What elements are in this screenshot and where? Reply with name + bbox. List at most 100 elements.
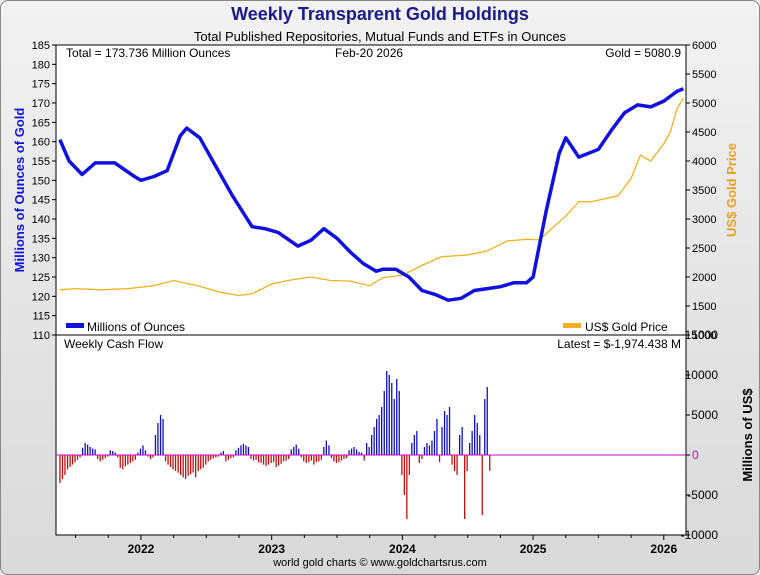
date-label: Feb-20 2026	[335, 46, 403, 60]
cash-flow-bar	[273, 455, 275, 463]
cash-flow-bar	[471, 431, 473, 455]
footer-credit: world gold charts © www.goldchartsrus.co…	[273, 557, 487, 569]
cash-flow-bar	[411, 443, 413, 455]
cash-flow-bar	[398, 391, 400, 455]
cash-flow-bar	[237, 447, 240, 455]
cash-flow-bar	[207, 455, 209, 462]
series-line-ounces	[58, 87, 685, 302]
cash-flow-bar	[227, 455, 229, 460]
cash-flow-bar	[466, 455, 468, 471]
cash-flow-bar	[285, 455, 287, 461]
cash-flow-bar	[408, 455, 410, 475]
cash-flow-bar	[245, 445, 247, 455]
cash-flow-bar	[190, 455, 192, 475]
cash-flow-bar	[167, 455, 169, 465]
cash-flow-bar	[149, 455, 152, 459]
cash-flow-bar	[71, 455, 74, 465]
y-tick-label-bottom: -10000	[681, 528, 719, 542]
cash-flow-bar	[187, 455, 189, 476]
cash-flow-bar	[376, 419, 378, 455]
cash-flow-bar	[391, 383, 393, 455]
y-tick-label-right: 6000	[692, 40, 716, 52]
cash-flow-bar	[142, 445, 144, 455]
y-tick-label-right: 2000	[692, 272, 716, 284]
cash-flow-bar	[330, 455, 333, 459]
y-tick-label-left: 180	[32, 59, 50, 71]
cash-flow-bar	[215, 455, 217, 458]
cash-flow-bar	[338, 455, 340, 463]
cash-flow-bar	[76, 455, 79, 460]
cash-flow-bar	[373, 427, 375, 455]
cash-flow-bar	[119, 455, 121, 468]
latest-flow-label: Latest = $-1,974.438 M	[557, 337, 681, 351]
cash-flow-bar	[180, 455, 182, 475]
cash-flow-bar	[222, 451, 224, 455]
cash-flow-bar	[428, 445, 431, 455]
y-tick-label-left: 120	[32, 291, 50, 303]
cash-flow-bar	[267, 455, 270, 465]
cash-flow-bar	[124, 455, 126, 467]
cash-flow-bar	[212, 455, 214, 459]
cash-flow-bar	[132, 455, 134, 462]
cash-flow-bar	[230, 455, 232, 459]
cash-flow-bar	[157, 423, 159, 455]
cash-flow-bar	[104, 455, 106, 459]
cash-flow-bar	[443, 411, 446, 455]
cash-flow-bar	[174, 455, 177, 471]
y-tick-label-left: 165	[32, 117, 50, 129]
cash-flow-bar	[393, 399, 395, 455]
cash-flow-bar	[59, 455, 61, 483]
cash-flow-bar	[401, 455, 403, 475]
cash-flow-bar	[270, 455, 272, 463]
cash-flow-bar	[240, 445, 242, 455]
cash-flow-bar	[182, 455, 184, 478]
x-tick-label: 2023	[258, 542, 285, 556]
cash-flow-bar	[350, 448, 353, 455]
cash-flow-bar	[232, 455, 235, 458]
y-tick-label-left: 130	[32, 253, 50, 265]
cash-flow-bar	[283, 455, 285, 462]
y-tick-label-left: 155	[32, 156, 50, 168]
y-axis-title-right: US$ Gold Price	[724, 143, 739, 237]
cash-flow-bar	[345, 455, 348, 459]
cash-flow-bar	[469, 443, 471, 455]
cash-flow-bar	[137, 452, 139, 455]
legend: Millions of Ounces US$ Gold Price	[66, 320, 668, 334]
cash-flow-bar	[278, 455, 280, 466]
cash-flow-bar	[396, 379, 398, 455]
cash-flow-bar	[200, 455, 202, 470]
cash-flow-bar	[257, 455, 260, 463]
y-tick-label-right: 1000	[692, 330, 716, 342]
cash-flow-bar	[438, 455, 441, 463]
cash-flow-bar	[303, 455, 305, 462]
cash-flow-bar	[172, 455, 174, 470]
cash-flow-bar	[122, 455, 124, 470]
cash-flow-bar	[260, 455, 262, 463]
cash-flow-bar	[413, 435, 415, 455]
cash-flow-bar	[164, 455, 167, 462]
cash-flow-bar	[366, 443, 368, 455]
cash-flow-bar	[363, 455, 365, 461]
cash-flow-bar	[79, 455, 81, 458]
cash-flow-bar	[144, 450, 147, 455]
cash-flow-bar	[280, 455, 282, 464]
cash-flow-bar	[205, 455, 207, 465]
cash-flow-bar	[66, 455, 69, 470]
x-tick-label: 2025	[520, 542, 547, 556]
cash-flow-bar	[61, 455, 64, 479]
legend-swatch-gold	[563, 323, 581, 328]
cash-flow-bar	[313, 455, 315, 465]
y-tick-label-right: 5000	[692, 98, 716, 110]
cash-flow-bar	[484, 399, 486, 455]
total-label: Total = 173.736 Million Ounces	[66, 46, 230, 60]
cash-flow-bar	[431, 440, 433, 455]
cash-flow-bar	[162, 419, 164, 455]
cash-flow-bar	[107, 455, 109, 457]
cash-flow-bar	[197, 455, 199, 471]
cash-flow-bar	[476, 423, 478, 455]
y-tick-label-right: 1500	[692, 301, 716, 313]
cash-flow-bar	[368, 447, 370, 455]
cash-flow-bar	[159, 415, 162, 455]
cash-flow-bar	[288, 455, 290, 459]
legend-swatch-ounces	[66, 323, 84, 328]
